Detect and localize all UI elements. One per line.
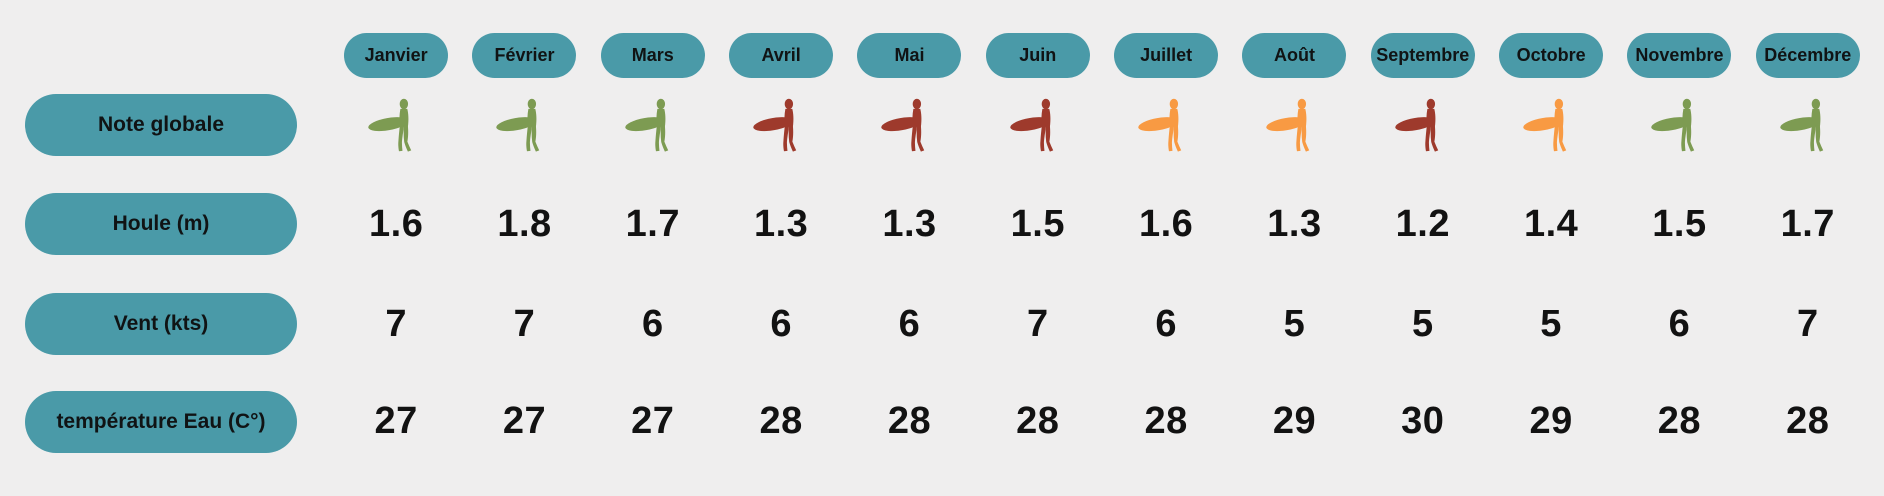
month-pill-juillet: Juillet [1114, 32, 1219, 78]
temperature-value: 27 [374, 400, 418, 442]
houle-value: 1.6 [369, 202, 424, 245]
surfer-rating-icon [625, 96, 681, 154]
houle-value: 1.6 [1138, 202, 1194, 245]
temperature-value: 30 [1401, 400, 1445, 442]
temperature-value: 28 [1786, 400, 1830, 442]
vent-value: 7 [1796, 302, 1819, 345]
surfer-rating-icon [496, 96, 552, 154]
vent-value: 6 [770, 302, 792, 345]
month-pill-mai: Mai [857, 32, 962, 78]
houle-value: 1.4 [1523, 202, 1579, 245]
vent-value: 6 [1155, 302, 1177, 345]
vent-value: 5 [1283, 302, 1306, 345]
vent-value: 7 [385, 302, 407, 345]
temperature-value: 28 [1657, 400, 1702, 442]
houle-value: 1.2 [1395, 202, 1450, 245]
houle-value: 1.7 [625, 202, 680, 245]
month-pill-decembre: Décembre [1755, 32, 1860, 78]
vent-value: 7 [513, 302, 536, 345]
month-pill-aout: Août [1242, 32, 1347, 78]
surfer-rating-icon [1651, 96, 1707, 154]
houle-value: 1.8 [497, 202, 552, 245]
temperature-value: 29 [1272, 400, 1317, 442]
houle-value: 1.3 [1267, 202, 1322, 245]
month-pill-janvier: Janvier [344, 32, 449, 78]
month-pill-fevrier: Février [472, 32, 577, 78]
temperature-value: 29 [1529, 400, 1573, 442]
surfer-rating-icon [1523, 96, 1579, 154]
month-pill-octobre: Octobre [1499, 32, 1604, 78]
surfer-rating-icon [1010, 96, 1066, 154]
temperature-value: 28 [887, 400, 932, 442]
row-temperature-eau: température Eau (C°) 27 27 27 28 28 28 2… [0, 390, 1884, 453]
surfer-rating-icon [1266, 96, 1322, 154]
row-vent: Vent (kts) 7 7 6 6 6 7 6 5 5 5 6 7 [0, 292, 1884, 356]
vent-value: 5 [1540, 302, 1562, 345]
surfer-rating-icon [368, 96, 424, 154]
row-note-globale: Note globale [0, 92, 1884, 158]
row-label-note-globale: Note globale [25, 94, 297, 156]
houle-value: 1.5 [1010, 202, 1065, 245]
houle-value: 1.7 [1780, 202, 1835, 245]
surfer-rating-icon [1138, 96, 1194, 154]
vent-value: 6 [642, 302, 664, 345]
temperature-value: 28 [1016, 400, 1060, 442]
houle-value: 1.3 [753, 202, 809, 245]
houle-value: 1.3 [882, 202, 937, 245]
temperature-value: 27 [502, 400, 547, 442]
row-houle: Houle (m) 1.6 1.8 1.7 1.3 1.3 1.5 1.6 1.… [0, 192, 1884, 256]
temperature-value: 27 [631, 400, 675, 442]
vent-value: 5 [1411, 302, 1434, 345]
vent-value: 6 [1668, 302, 1691, 345]
surfer-rating-icon [881, 96, 937, 154]
month-pill-septembre: Septembre [1370, 32, 1475, 78]
month-header-row: Janvier Février Mars Avril Mai Juin Juil… [0, 32, 1884, 78]
month-pill-juin: Juin [985, 32, 1090, 78]
row-label-houle: Houle (m) [25, 193, 297, 255]
month-pill-avril: Avril [729, 32, 834, 78]
temperature-value: 28 [1144, 400, 1188, 442]
surfer-rating-icon [753, 96, 809, 154]
temperature-value: 28 [759, 400, 803, 442]
month-pill-mars: Mars [600, 32, 705, 78]
surf-conditions-table: Janvier Février Mars Avril Mai Juin Juil… [0, 32, 1884, 453]
row-label-temperature-eau: température Eau (C°) [25, 390, 297, 453]
month-pill-novembre: Novembre [1627, 32, 1732, 78]
vent-value: 7 [1026, 302, 1049, 345]
houle-value: 1.5 [1652, 202, 1707, 245]
row-label-vent: Vent (kts) [25, 293, 297, 355]
vent-value: 6 [898, 302, 921, 345]
surfer-rating-icon [1395, 96, 1451, 154]
surfer-rating-icon [1780, 96, 1836, 154]
